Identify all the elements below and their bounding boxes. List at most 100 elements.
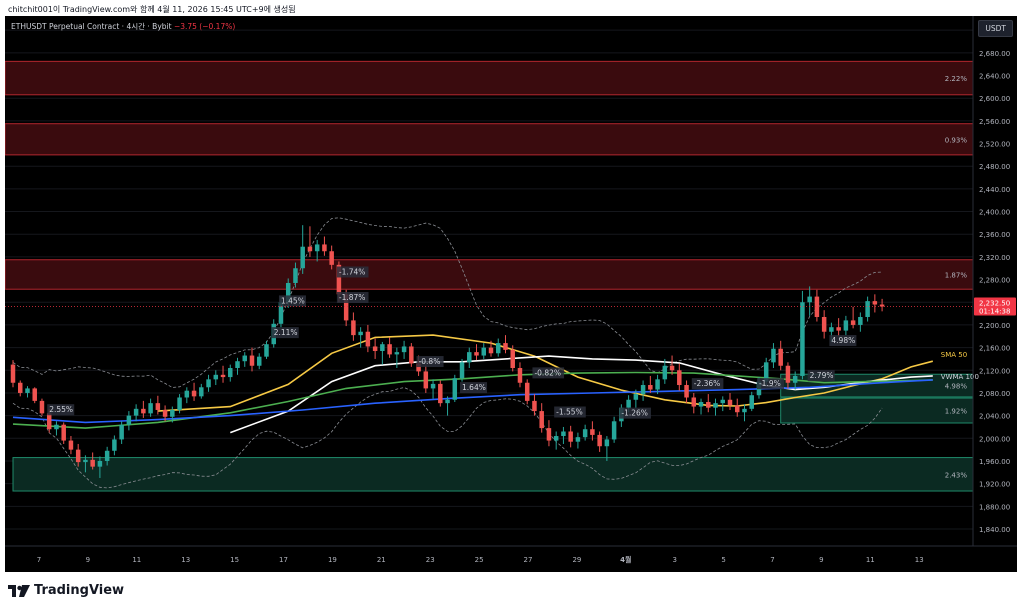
candle-body[interactable]	[170, 409, 175, 417]
resistance-zone[interactable]	[5, 60, 974, 96]
candle-body[interactable]	[264, 344, 269, 357]
candle-body[interactable]	[879, 304, 885, 307]
candle-body[interactable]	[452, 378, 458, 400]
candle-body[interactable]	[162, 409, 168, 417]
candle-body[interactable]	[872, 301, 878, 305]
candle-body[interactable]	[126, 415, 132, 425]
candle-body[interactable]	[438, 383, 443, 404]
candle-body[interactable]	[821, 316, 827, 332]
candle-body[interactable]	[582, 429, 588, 438]
resistance-zone[interactable]	[5, 259, 974, 290]
candle-body[interactable]	[329, 251, 334, 265]
candle-body[interactable]	[256, 356, 262, 366]
candle-body[interactable]	[10, 364, 16, 383]
candle-body[interactable]	[742, 408, 747, 413]
candle-body[interactable]	[785, 365, 791, 383]
candle-body[interactable]	[61, 424, 66, 441]
candle-body[interactable]	[727, 399, 733, 406]
candle-body[interactable]	[611, 421, 617, 440]
candle-body[interactable]	[199, 387, 204, 397]
candle-body[interactable]	[677, 370, 682, 386]
candle-body[interactable]	[314, 244, 320, 252]
candle-body[interactable]	[829, 327, 834, 332]
candle-body[interactable]	[104, 450, 110, 461]
last-price-badge[interactable]	[974, 297, 1016, 316]
candle-body[interactable]	[90, 459, 95, 467]
candle-body[interactable]	[445, 399, 450, 404]
candle-body[interactable]	[561, 431, 566, 437]
candle-body[interactable]	[517, 368, 523, 383]
candle-body[interactable]	[553, 436, 559, 441]
candle-body[interactable]	[372, 346, 378, 352]
candle-body[interactable]	[488, 347, 494, 354]
candle-body[interactable]	[706, 402, 711, 408]
candle-body[interactable]	[242, 355, 248, 362]
candle-body[interactable]	[698, 402, 704, 407]
candle-body[interactable]	[97, 460, 103, 467]
candle-body[interactable]	[532, 400, 537, 412]
candle-body[interactable]	[278, 302, 284, 324]
candle-body[interactable]	[155, 403, 161, 410]
support-zone[interactable]	[12, 457, 974, 492]
candle-body[interactable]	[148, 403, 153, 414]
candle-body[interactable]	[17, 382, 23, 393]
candle-body[interactable]	[39, 400, 45, 414]
candle-body[interactable]	[430, 383, 436, 389]
candle-body[interactable]	[343, 294, 349, 321]
candle-body[interactable]	[387, 344, 392, 355]
candle-body[interactable]	[669, 365, 675, 371]
candle-body[interactable]	[546, 428, 552, 441]
candle-body[interactable]	[539, 411, 544, 429]
candle-body[interactable]	[467, 352, 472, 363]
candle-body[interactable]	[843, 320, 849, 331]
candle-body[interactable]	[691, 397, 697, 407]
candle-body[interactable]	[365, 331, 371, 347]
candle-body[interactable]	[336, 264, 342, 295]
candle-body[interactable]	[235, 361, 240, 369]
candle-body[interactable]	[380, 344, 385, 352]
candle-body[interactable]	[25, 388, 30, 393]
candle-body[interactable]	[249, 355, 255, 366]
candle-body[interactable]	[46, 413, 52, 430]
candle-body[interactable]	[228, 368, 233, 378]
currency-button[interactable]: USDT	[978, 20, 1013, 37]
candle-body[interactable]	[503, 343, 508, 350]
candle-body[interactable]	[133, 408, 139, 416]
candle-body[interactable]	[112, 439, 117, 451]
candle-body[interactable]	[720, 399, 726, 404]
candle-body[interactable]	[54, 424, 59, 430]
candle-body[interactable]	[590, 429, 595, 435]
candle-body[interactable]	[184, 390, 190, 398]
candle-body[interactable]	[626, 399, 631, 408]
candle-body[interactable]	[68, 440, 74, 450]
candle-body[interactable]	[749, 395, 754, 409]
candle-body[interactable]	[836, 327, 841, 331]
candle-body[interactable]	[633, 394, 639, 400]
resistance-zone[interactable]	[5, 123, 974, 156]
candle-body[interactable]	[401, 346, 407, 353]
candle-body[interactable]	[495, 343, 501, 354]
candle-body[interactable]	[220, 374, 226, 378]
candle-body[interactable]	[177, 397, 182, 410]
candle-body[interactable]	[713, 403, 718, 408]
candle-body[interactable]	[640, 385, 646, 395]
candle-body[interactable]	[351, 320, 356, 336]
candle-body[interactable]	[597, 434, 602, 447]
candle-body[interactable]	[858, 316, 863, 325]
candle-body[interactable]	[807, 296, 812, 303]
candle-body[interactable]	[213, 374, 219, 380]
candle-body[interactable]	[575, 437, 581, 442]
candle-body[interactable]	[300, 246, 305, 269]
candle-body[interactable]	[481, 347, 487, 356]
candle-body[interactable]	[394, 352, 400, 355]
candle-body[interactable]	[568, 431, 573, 442]
candle-body[interactable]	[307, 246, 313, 252]
candle-body[interactable]	[865, 301, 870, 317]
candle-body[interactable]	[850, 320, 856, 325]
candle-body[interactable]	[416, 363, 421, 372]
candle-body[interactable]	[75, 449, 81, 463]
candle-body[interactable]	[684, 385, 689, 398]
candle-body[interactable]	[358, 331, 363, 336]
candle-body[interactable]	[322, 244, 327, 252]
chart-area[interactable]: 2.22% 0.93% 1.87% 4.98% 1.92% 2.43% 2.55% 2.11%…	[5, 16, 1017, 572]
